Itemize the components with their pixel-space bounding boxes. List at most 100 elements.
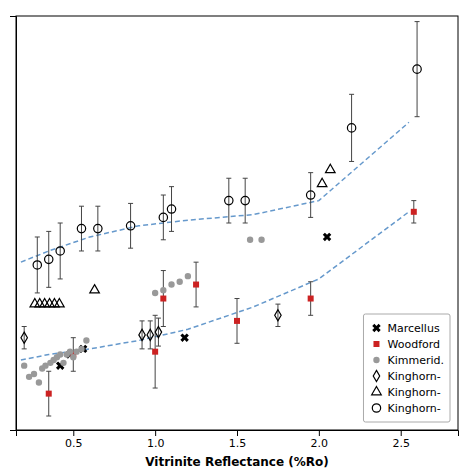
legend-item: Woodford [373,338,440,351]
point [33,261,41,269]
point [45,255,53,263]
legend-box [363,314,450,422]
x-tick: 1.5 [229,430,247,450]
legend-label: Kinghorn- [387,370,440,383]
error-bar [161,271,166,327]
series [30,164,335,307]
legend-symbol [373,341,379,347]
point [57,351,63,357]
x-tick: 2.5 [392,430,410,450]
error-bar [148,321,153,349]
point [258,237,264,243]
point [185,273,191,279]
point [241,196,249,204]
legend-label: Kinghorn- [387,402,440,415]
x-tick: 1.0 [147,430,165,450]
point [50,299,60,307]
point [21,332,27,343]
error-bar [243,178,248,223]
point [234,318,240,324]
error-bar [128,203,133,248]
x-tick-label: 2.5 [392,437,410,450]
point [411,209,417,215]
error-bar [308,173,313,218]
x-tick-label: 1.5 [229,437,247,450]
point [21,362,27,368]
x-tick-mark [73,430,74,436]
series [46,201,417,416]
trend-line [21,212,409,360]
y-axis-line [10,17,17,431]
legend-symbol [373,370,379,381]
series [21,237,265,386]
point [46,391,52,397]
error-bar [275,304,280,326]
x-axis-title: Vitrinite Reflectance (%Ro) [145,455,328,469]
x-tick-label: 1.0 [147,437,165,450]
point [90,285,100,293]
error-bar [22,327,27,349]
x-tick-mark [401,430,402,436]
error-bar [140,321,145,349]
point [347,124,355,132]
point [60,360,66,366]
point [126,222,134,230]
point [147,329,153,340]
point [70,354,76,360]
error-bar [235,299,240,344]
error-bar [79,206,84,251]
legend-item: Kinghorn- [372,402,440,415]
point [152,349,158,355]
point [35,299,45,307]
error-bar [226,178,231,223]
error-bar [153,315,158,388]
x-tick-mark [155,430,156,436]
chart: 0.51.01.52.02.5MarcellusWoodfordKimmerid… [0,0,474,474]
error-bar [46,371,51,416]
point [178,331,191,344]
point [152,290,158,296]
x-tick-label: 2.0 [311,437,329,450]
legend-item: Marcellus [370,322,440,335]
error-bar [169,187,174,232]
legend-label: Woodford [387,338,440,351]
point [78,346,84,352]
error-bar [194,262,199,307]
error-bar [95,206,100,251]
series [21,304,281,349]
point [40,299,50,307]
error-bar [58,223,63,279]
point [139,329,145,340]
error-bar [415,22,420,117]
error-bar [349,94,354,161]
legend-symbol [370,322,383,335]
x-tick-mark [237,430,238,436]
legend-item: Kinghorn- [372,386,441,399]
error-bar [46,231,51,287]
y-axis [10,17,17,431]
point [167,205,175,213]
legend-label: Kinghorn- [387,386,440,399]
point [317,178,327,186]
x-tick-label: 0.5 [65,437,83,450]
point [45,299,55,307]
x-tick-mark [319,430,320,436]
plot-frame [16,16,458,430]
point [168,281,174,287]
legend-label: Marcellus [387,322,439,335]
x-axis-line [17,431,459,437]
point [413,65,421,73]
error-bar [308,282,313,316]
legend-item: Kinghorn- [373,370,440,383]
point [36,379,42,385]
error-bar [161,195,166,240]
point [247,237,253,243]
marks [21,22,421,416]
error-bar [156,318,161,346]
error-bar [411,201,416,223]
point [177,279,183,285]
point [275,310,281,321]
point [30,299,40,307]
x-axis: 0.5 1.0 1.5 2.0 2.5 [17,430,459,450]
point [308,296,314,302]
